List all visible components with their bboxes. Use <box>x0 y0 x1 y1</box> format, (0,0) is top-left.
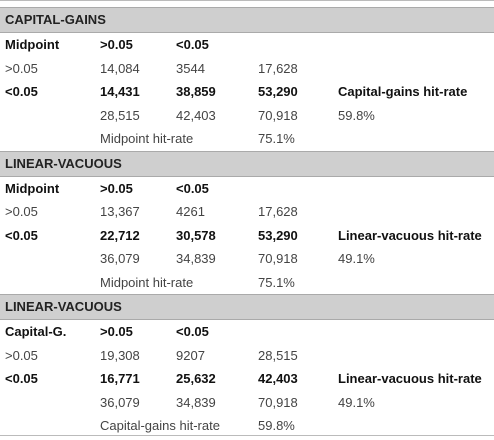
table-cell: 9207 <box>176 347 205 363</box>
table-cell: 34,839 <box>176 394 216 410</box>
bottom-rule <box>0 435 494 436</box>
table-cell: Linear-vacuous hit-rate <box>338 371 482 386</box>
table-row: 36,079 34,839 70,918 49.1% <box>0 391 494 415</box>
table-cell: <0.05 <box>5 84 38 99</box>
table-cell: >0.05 <box>5 204 38 219</box>
table-section: LINEAR-VACUOUS Midpoint >0.05 <0.05 >0.05 13,… <box>0 150 494 295</box>
table-cell: 49.1% <box>338 394 375 410</box>
table-section: CAPITAL-GAINS Midpoint >0.05 <0.05 >0.05 14,0… <box>0 7 494 151</box>
table-cell: Midpoint hit-rate <box>100 274 194 290</box>
section-title: LINEAR-VACUOUS <box>0 150 494 177</box>
table-section: LINEAR-VACUOUS Capital-G. >0.05 <0.05 >0.05 1… <box>0 294 494 438</box>
table-cell: 25,632 <box>176 371 216 386</box>
table-row: 28,515 42,403 70,918 59.8% <box>0 104 494 128</box>
table-row: Midpoint >0.05 <0.05 <box>0 177 494 201</box>
table-row: Midpoint hit-rate 75.1% <box>0 271 494 295</box>
table-cell: >0.05 <box>5 347 38 363</box>
table-cell: 75.1% <box>258 131 295 146</box>
table-cell: >0.05 <box>100 324 133 339</box>
table-row: <0.05 14,431 38,859 53,290 Capital-gains hit… <box>0 80 494 104</box>
table-cell: 70,918 <box>258 107 298 123</box>
table-cell: 30,578 <box>176 227 216 243</box>
section-title: LINEAR-VACUOUS <box>0 294 494 320</box>
table-row: 36,079 34,839 70,918 49.1% <box>0 247 494 271</box>
table-row: Capital-gains hit-rate 59.8% <box>0 414 494 438</box>
table-cell: 36,079 <box>100 394 140 410</box>
table-cell: <0.05 <box>5 227 38 243</box>
table-cell: 17,628 <box>258 60 298 76</box>
table-cell: Midpoint hit-rate <box>100 131 194 146</box>
table-row: Midpoint >0.05 <0.05 <box>0 33 494 57</box>
table-cell: 38,859 <box>176 84 216 99</box>
table-cell: Midpoint <box>5 180 60 196</box>
table-cell: 53,290 <box>258 227 298 243</box>
table-cell: Capital-gains hit-rate <box>100 418 220 433</box>
table-cell: 70,918 <box>258 251 298 266</box>
table-cell: 34,839 <box>176 251 216 266</box>
table-cell: >0.05 <box>100 180 133 196</box>
table-cell: 75.1% <box>258 274 295 290</box>
table-cell: <0.05 <box>176 180 209 196</box>
table-cell: <0.05 <box>176 37 209 52</box>
table-cell: >0.05 <box>5 60 38 76</box>
table-cell: 42,403 <box>176 107 216 123</box>
table-cell: 28,515 <box>258 347 298 363</box>
table-cell: 14,084 <box>100 60 140 76</box>
table-row: <0.05 22,712 30,578 53,290 Linear-vacuous hi… <box>0 224 494 248</box>
table-row: >0.05 14,084 3544 17,628 <box>0 57 494 81</box>
table-cell: 13,367 <box>100 204 140 219</box>
table-row: Capital-G. >0.05 <0.05 <box>0 320 494 344</box>
table-cell: 49.1% <box>338 251 375 266</box>
table-cell: 14,431 <box>100 84 140 99</box>
table-row: Midpoint hit-rate 75.1% <box>0 127 494 151</box>
section-title: CAPITAL-GAINS <box>0 7 494 33</box>
table-cell: 53,290 <box>258 84 298 99</box>
table-row: >0.05 13,367 4261 17,628 <box>0 200 494 224</box>
table-cell: 42,403 <box>258 371 298 386</box>
table-cell: Midpoint <box>5 37 60 52</box>
table-cell: 59.8% <box>338 107 375 123</box>
table-cell: 4261 <box>176 204 205 219</box>
table-cell: Linear-vacuous hit-rate <box>338 227 482 243</box>
table-cell: Capital-gains hit-rate <box>338 84 468 99</box>
table-cell: 70,918 <box>258 394 298 410</box>
table-cell: <0.05 <box>5 371 38 386</box>
table-row: <0.05 16,771 25,632 42,403 Linear-vacuous hi… <box>0 367 494 391</box>
table-cell: 36,079 <box>100 251 140 266</box>
table-cell: 28,515 <box>100 107 140 123</box>
table-cell: Capital-G. <box>5 324 67 339</box>
table-cell: >0.05 <box>100 37 133 52</box>
table-row: >0.05 19,308 9207 28,515 <box>0 344 494 368</box>
table-cell: 19,308 <box>100 347 140 363</box>
table-cell: 59.8% <box>258 418 295 433</box>
table-cell: 17,628 <box>258 204 298 219</box>
table-cell: 16,771 <box>100 371 140 386</box>
table-cell: 3544 <box>176 60 205 76</box>
table-cell: <0.05 <box>176 324 209 339</box>
table-cell: 22,712 <box>100 227 140 243</box>
